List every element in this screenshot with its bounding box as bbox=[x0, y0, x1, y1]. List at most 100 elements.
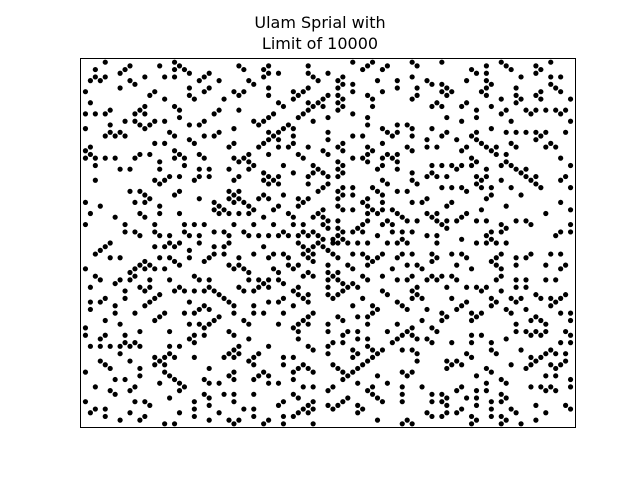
prime-point bbox=[226, 328, 232, 335]
prime-point bbox=[206, 255, 212, 261]
prime-point bbox=[464, 188, 470, 194]
prime-point bbox=[429, 214, 435, 220]
prime-point bbox=[107, 255, 113, 261]
prime-point bbox=[360, 199, 366, 206]
prime-point bbox=[102, 244, 108, 250]
prime-point bbox=[325, 151, 331, 158]
prime-point bbox=[538, 133, 544, 139]
prime-point bbox=[399, 391, 405, 397]
prime-point bbox=[394, 188, 400, 194]
prime-point bbox=[404, 218, 410, 224]
prime-point bbox=[176, 343, 183, 349]
prime-point bbox=[325, 402, 331, 408]
prime-point bbox=[488, 413, 494, 420]
prime-point bbox=[171, 258, 178, 265]
prime-point bbox=[275, 203, 282, 209]
prime-point bbox=[300, 221, 306, 228]
prime-point bbox=[538, 185, 544, 191]
prime-point bbox=[171, 376, 178, 383]
prime-point bbox=[533, 181, 539, 187]
prime-point bbox=[226, 188, 232, 194]
prime-point bbox=[167, 240, 173, 246]
prime-point bbox=[335, 166, 341, 172]
prime-point bbox=[147, 151, 153, 158]
prime-point bbox=[553, 351, 559, 357]
prime-point bbox=[246, 336, 252, 342]
prime-point bbox=[414, 351, 420, 357]
prime-point bbox=[280, 421, 287, 427]
prime-point bbox=[300, 199, 306, 206]
prime-point bbox=[137, 122, 143, 128]
prime-point bbox=[137, 107, 143, 113]
prime-point bbox=[498, 177, 504, 183]
prime-point bbox=[226, 373, 232, 379]
prime-point bbox=[567, 340, 574, 346]
prime-point bbox=[414, 358, 420, 364]
prime-point bbox=[533, 63, 539, 69]
prime-point bbox=[97, 203, 103, 209]
prime-point bbox=[157, 181, 163, 187]
prime-point bbox=[355, 380, 361, 386]
prime-point bbox=[270, 133, 277, 139]
prime-point bbox=[444, 410, 450, 416]
prime-point bbox=[290, 96, 296, 102]
prime-point bbox=[196, 321, 202, 327]
prime-point bbox=[563, 173, 569, 180]
prime-point bbox=[320, 221, 326, 228]
prime-point bbox=[528, 332, 534, 338]
prime-point bbox=[444, 129, 450, 135]
prime-point bbox=[325, 351, 331, 357]
prime-point bbox=[211, 229, 217, 235]
prime-point bbox=[473, 114, 480, 121]
prime-point bbox=[325, 92, 331, 98]
prime-point bbox=[558, 155, 564, 161]
prime-point bbox=[157, 292, 163, 298]
prime-point bbox=[369, 207, 376, 213]
prime-point bbox=[310, 310, 316, 316]
prime-point bbox=[231, 266, 237, 272]
prime-point bbox=[355, 365, 361, 372]
prime-point bbox=[246, 277, 252, 283]
prime-point bbox=[345, 262, 351, 268]
prime-point bbox=[459, 236, 465, 242]
prime-point bbox=[186, 137, 192, 143]
prime-point bbox=[523, 284, 529, 290]
prime-point bbox=[374, 417, 381, 423]
prime-point bbox=[498, 229, 504, 235]
prime-point bbox=[379, 207, 386, 213]
prime-point bbox=[355, 314, 361, 320]
prime-point bbox=[157, 159, 163, 165]
prime-point bbox=[82, 325, 89, 331]
prime-point bbox=[122, 221, 128, 228]
prime-point bbox=[147, 122, 153, 128]
prime-point bbox=[87, 343, 93, 349]
prime-point bbox=[325, 173, 331, 180]
prime-point bbox=[186, 233, 192, 239]
prime-point bbox=[152, 221, 158, 228]
prime-point bbox=[176, 63, 183, 69]
prime-point bbox=[285, 262, 291, 268]
prime-point bbox=[483, 365, 489, 372]
prime-point bbox=[256, 277, 262, 283]
prime-point bbox=[211, 288, 217, 294]
prime-point bbox=[454, 306, 460, 313]
prime-point bbox=[82, 266, 89, 272]
prime-point bbox=[429, 340, 435, 346]
prime-point bbox=[548, 140, 554, 146]
prime-point bbox=[315, 188, 321, 194]
prime-point bbox=[246, 78, 252, 84]
prime-point bbox=[414, 181, 420, 187]
prime-point bbox=[241, 266, 247, 272]
prime-point bbox=[137, 151, 143, 158]
prime-point bbox=[261, 170, 267, 176]
prime-point bbox=[325, 218, 331, 224]
prime-point bbox=[211, 207, 217, 213]
prime-point bbox=[142, 199, 148, 206]
prime-point bbox=[369, 185, 376, 191]
prime-point bbox=[325, 388, 331, 394]
prime-point bbox=[137, 417, 143, 423]
prime-point bbox=[251, 354, 257, 360]
prime-point bbox=[508, 295, 514, 301]
prime-point bbox=[221, 96, 227, 102]
prime-point bbox=[191, 354, 197, 360]
